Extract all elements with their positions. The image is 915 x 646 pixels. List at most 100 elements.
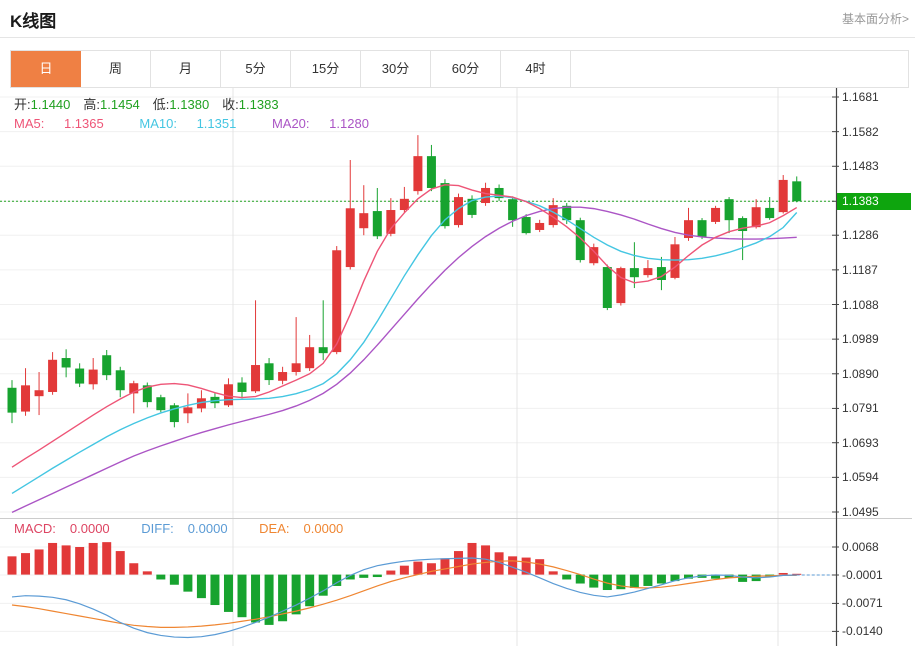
macd-axis-label: 0.0068 [842, 540, 879, 554]
macd-hist-bar [399, 565, 409, 575]
candle-body [643, 268, 653, 276]
macd-hist-bar [264, 574, 274, 625]
macd-hist-bar [251, 574, 261, 623]
candle-body [61, 358, 71, 368]
price-axis-label: 1.0495 [842, 505, 879, 519]
macd-hist-bar [156, 574, 166, 580]
candle-body [738, 218, 748, 232]
macd-axis-label: -0.0071 [842, 596, 883, 611]
low-label: 低: [152, 97, 170, 112]
candle-body [548, 205, 558, 226]
price-axis-label: 1.1483 [842, 159, 879, 174]
ma20-line [11, 206, 797, 513]
macd-value-readout: MACD: 0.0000 [14, 521, 110, 536]
candle-body [697, 220, 707, 237]
candle-body [521, 217, 531, 234]
macd-hist-bar [129, 563, 139, 575]
price-axis-label: 1.0890 [842, 366, 879, 381]
macd-hist-bar [386, 570, 396, 575]
macd-hist-bar [291, 574, 301, 615]
macd-hist-bar [724, 574, 734, 578]
ma20-readout: MA20: 1.1280 [271, 116, 369, 131]
macd-hist-bar [426, 563, 436, 575]
macd-hist-bar [656, 574, 666, 584]
macd-hist-bar [223, 574, 233, 612]
candle-body [237, 382, 247, 392]
candle-body [196, 398, 206, 409]
macd-hist-bar [738, 574, 748, 582]
candle-body [7, 387, 17, 413]
candle-body [792, 181, 802, 202]
macd-hist-bar [278, 574, 288, 622]
candle-body [278, 372, 288, 381]
tabbar-filler [571, 51, 908, 87]
candle-body [535, 222, 545, 230]
macd-hist-bar [670, 574, 680, 582]
macd-hist-bar [210, 574, 220, 606]
macd-hist-bar [305, 574, 315, 607]
price-axis-label: 1.0594 [842, 470, 879, 485]
candle-body [264, 363, 274, 381]
candle-body [602, 267, 612, 308]
macd-hist-bar [183, 574, 193, 592]
fundamental-analysis-link[interactable]: 基本面分析> [841, 12, 909, 26]
macd-hist-bar [372, 574, 382, 578]
macd-hist-bar [521, 557, 531, 575]
price-axis-label: 1.0791 [842, 401, 879, 416]
tab-30min[interactable]: 30分 [361, 51, 431, 87]
ma5-line [11, 184, 798, 468]
macd-hist-bar [792, 573, 802, 575]
macd-hist-bar [629, 574, 639, 588]
macd-hist-bar [115, 551, 125, 575]
tab-week[interactable]: 周 [81, 51, 151, 87]
candle-body [386, 210, 396, 234]
macd-hist-bar [48, 542, 58, 575]
candle-body [223, 384, 233, 406]
diff-line [11, 557, 797, 639]
macd-hist-bar [7, 556, 17, 575]
macd-hist-bar [575, 574, 585, 584]
macd-hist-bar [684, 574, 693, 579]
ma5-readout: MA5: 1.1365 [14, 116, 104, 131]
period-tabbar: 日 周 月 5分 15分 30分 60分 4时 [10, 50, 909, 88]
candle-body [778, 179, 788, 213]
macd-hist-bar [778, 572, 788, 575]
macd-hist-bar [34, 549, 44, 575]
macd-hist-bar [453, 551, 463, 575]
tab-4hour[interactable]: 4时 [501, 51, 571, 87]
macd-hist-bar [169, 574, 179, 585]
price-axis-label: 1.0693 [842, 435, 879, 450]
price-axis-label: 1.0989 [842, 332, 879, 347]
candle-body [115, 370, 125, 391]
macd-hist-bar [602, 574, 612, 591]
macd-hist-bar [196, 574, 206, 599]
tab-month[interactable]: 月 [151, 51, 221, 87]
candle-body [34, 390, 44, 397]
ma10-readout: MA10: 1.1351 [139, 116, 237, 131]
macd-hist-bar [508, 556, 518, 575]
candle-body [508, 199, 518, 221]
ma10-line [11, 195, 798, 495]
tab-15min[interactable]: 15分 [291, 51, 361, 87]
candle-body [467, 198, 477, 215]
ohlc-readout: 开:1.1440 高:1.1454 低:1.1380 收:1.1383 [14, 94, 292, 113]
close-value: 1.1383 [238, 97, 279, 112]
macd-axis-label: -0.0001 [842, 568, 883, 582]
candle-body [616, 268, 626, 304]
candle-body [332, 250, 342, 353]
candle-body [656, 267, 666, 281]
macd-hist-bar [102, 542, 112, 575]
dea-line [11, 560, 797, 628]
candle-body [305, 347, 315, 369]
dea-value-readout: DEA: 0.0000 [259, 521, 344, 536]
macd-hist-bar [535, 559, 545, 575]
tab-60min[interactable]: 60分 [431, 51, 501, 87]
tab-day[interactable]: 日 [11, 51, 81, 87]
candle-body [399, 198, 409, 211]
candle-body [765, 207, 775, 219]
price-axis-label: 1.1088 [842, 297, 879, 312]
tab-5min[interactable]: 5分 [221, 51, 291, 87]
candle-body [75, 368, 85, 384]
